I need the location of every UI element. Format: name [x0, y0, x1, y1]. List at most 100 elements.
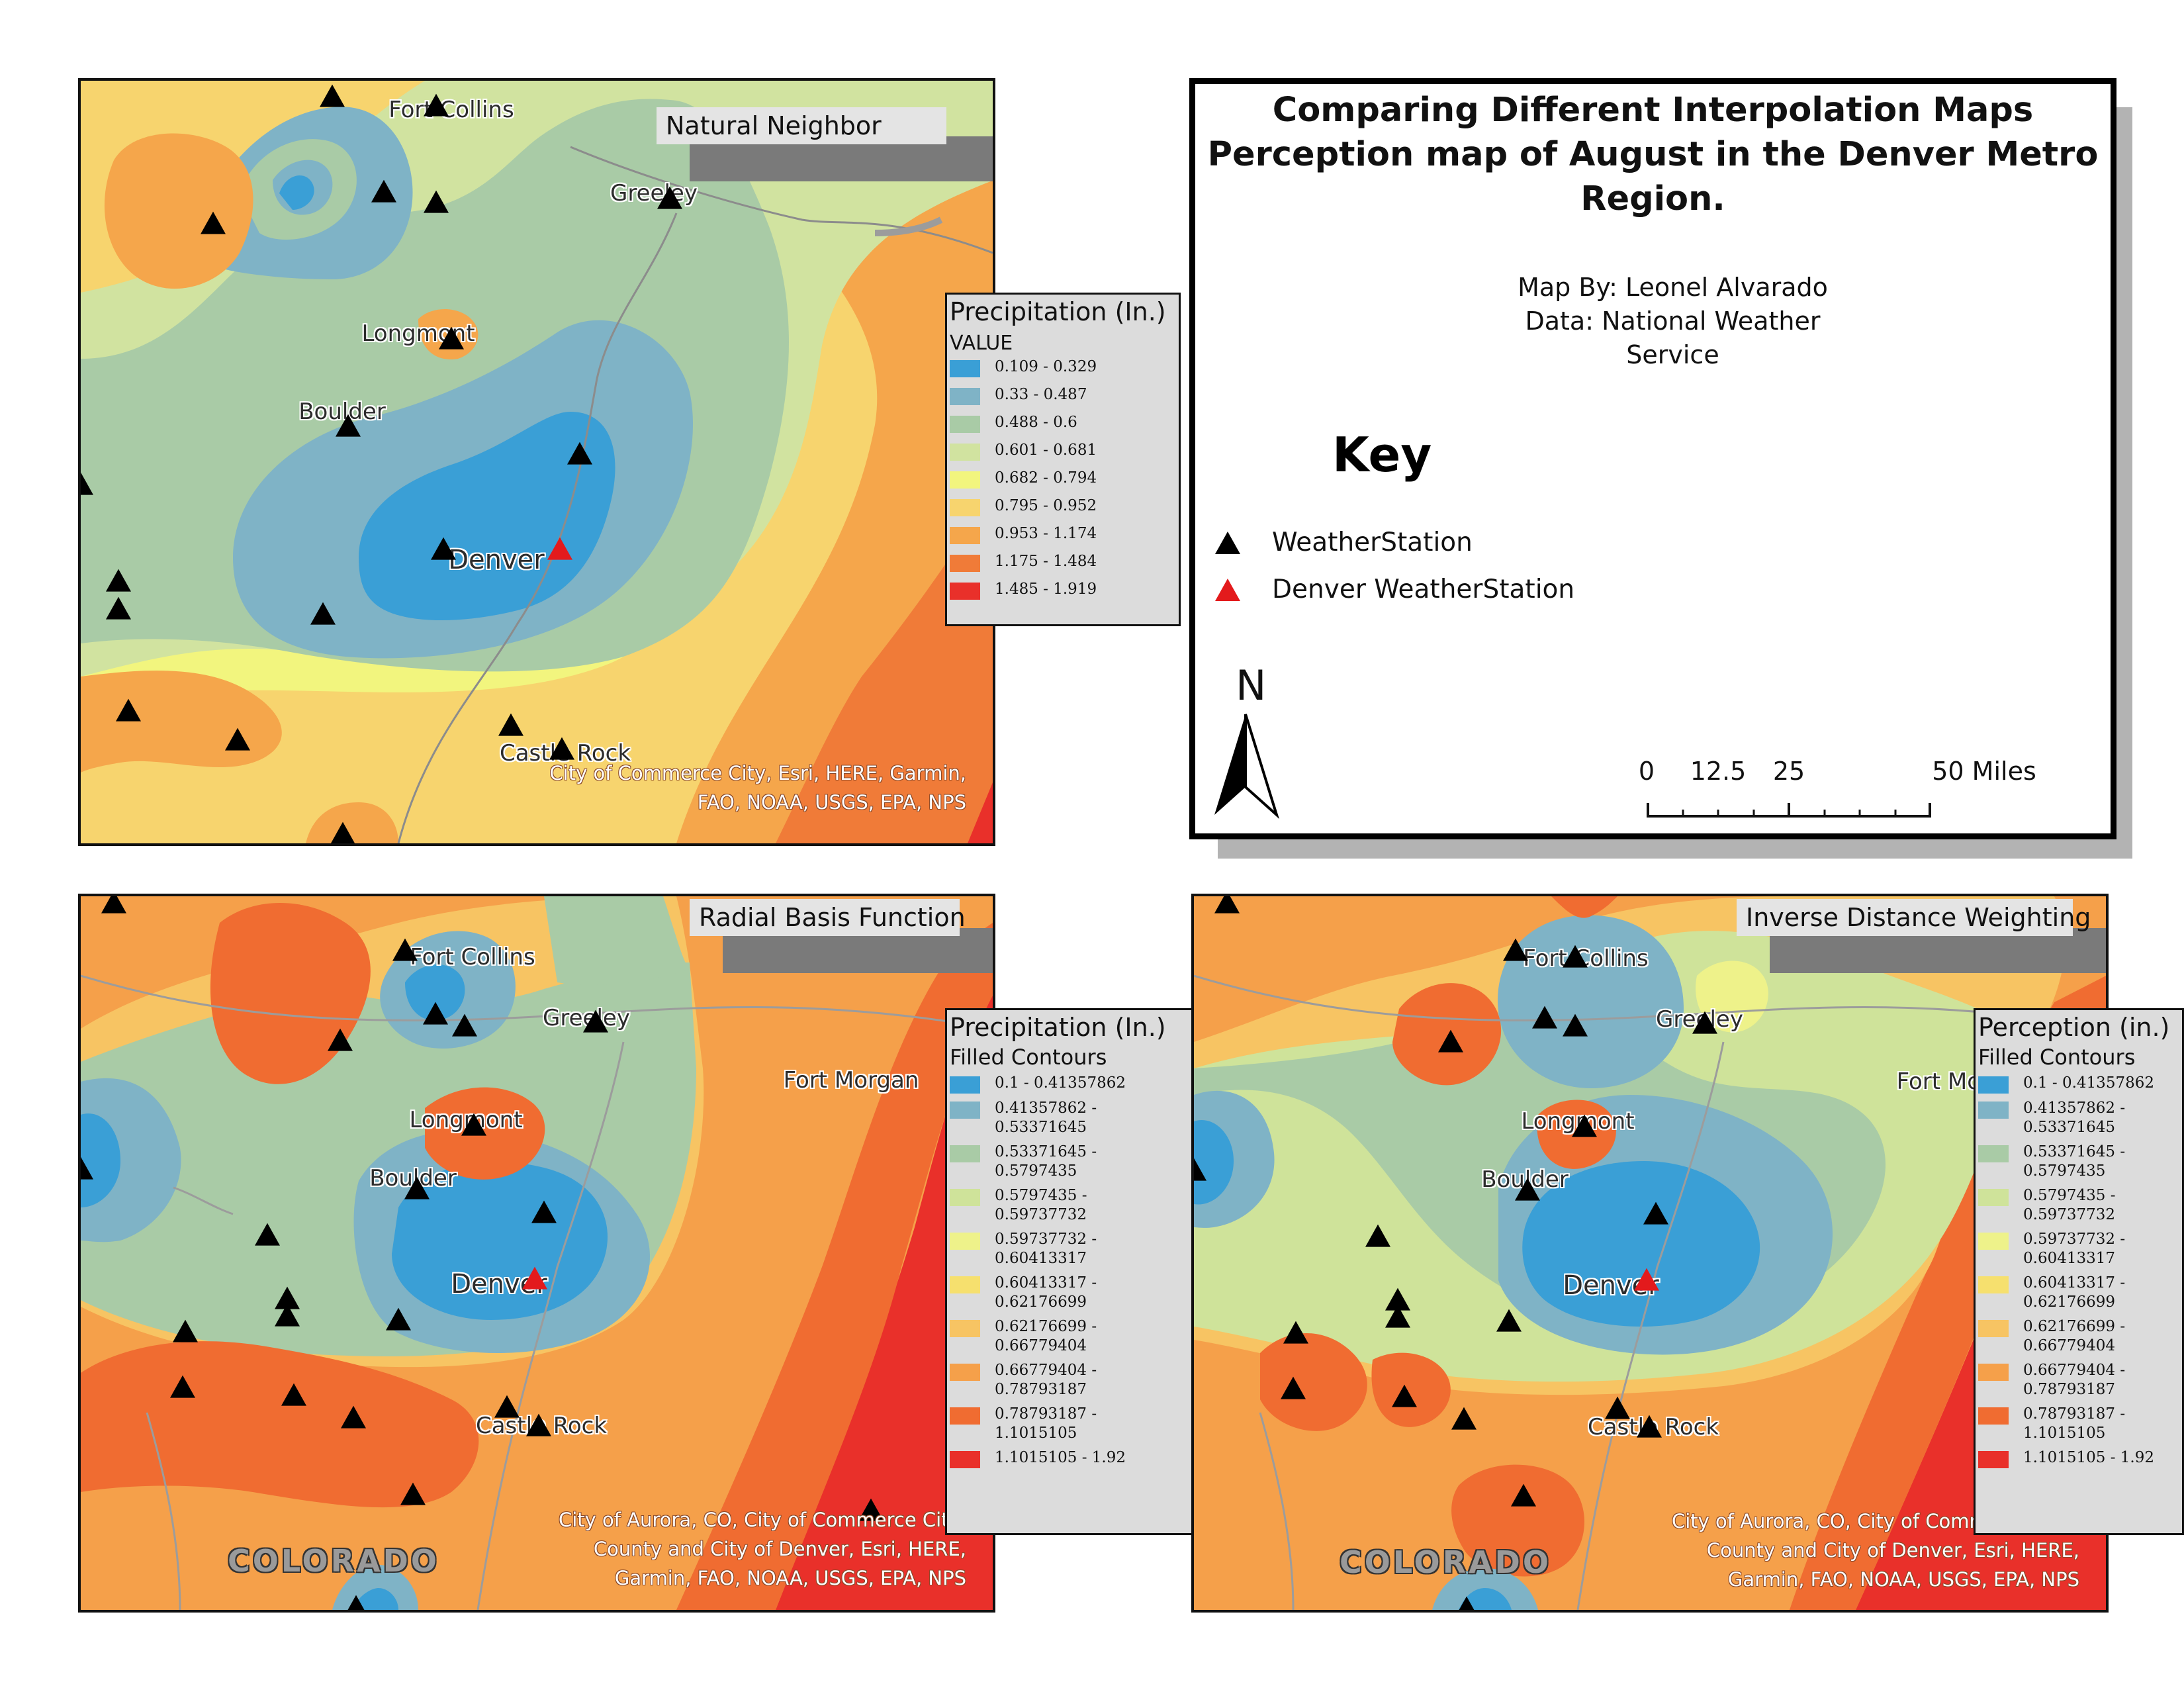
weather-station-icon[interactable] — [1194, 1158, 1206, 1181]
map-title: Natural Neighbor — [657, 107, 946, 144]
denver-weather-station-icon[interactable] — [1634, 1268, 1659, 1291]
weather-station-icon[interactable] — [170, 1375, 195, 1398]
weather-station-icon[interactable] — [1563, 1013, 1588, 1037]
weather-station-icon[interactable] — [81, 472, 93, 495]
weather-station-icon[interactable] — [1454, 1596, 1479, 1610]
legend-swatch — [1978, 1451, 2009, 1468]
legend-item: 0.1 - 0.41357862 — [947, 1074, 1192, 1094]
weather-station-icon[interactable] — [567, 442, 592, 465]
legend-swatch — [950, 527, 980, 544]
weather-station-icon[interactable] — [583, 1009, 608, 1033]
legend-swatch — [950, 444, 980, 461]
weather-station-icon[interactable] — [1451, 1407, 1477, 1430]
weather-station-icon[interactable] — [106, 569, 131, 592]
legend-item: 0.5797435 - 0.59737732 — [1976, 1186, 2182, 1225]
weather-station-icon[interactable] — [549, 737, 574, 760]
natural-neighbor-legend: Precipitation (In.) VALUE 0.109 - 0.329 … — [945, 293, 1181, 626]
weather-station-icon[interactable] — [526, 1413, 551, 1436]
weather-station-icon[interactable] — [1637, 1415, 1662, 1438]
weather-station-icon[interactable] — [494, 1395, 520, 1418]
weather-station-icon[interactable] — [328, 1028, 353, 1051]
key-item-denver-weather-station: Denver WeatherStation — [1215, 575, 1574, 604]
weather-station-icon[interactable] — [1281, 1376, 1306, 1399]
weather-station-icon[interactable] — [1692, 1011, 1717, 1034]
weather-station-icon[interactable] — [439, 326, 464, 350]
weather-station-icon[interactable] — [173, 1319, 198, 1342]
weather-station-icon[interactable] — [81, 1156, 93, 1180]
scale-label: 25 — [1772, 757, 1805, 786]
key-title: Key — [1332, 427, 1432, 483]
weather-station-icon[interactable] — [1572, 1114, 1597, 1137]
inverse-distance-weighting-map[interactable]: Inverse Distance Weighting Fort Collins … — [1191, 894, 2109, 1613]
weather-station-icon[interactable] — [392, 938, 418, 961]
weather-station-icon[interactable] — [275, 1303, 300, 1327]
weather-station-icon[interactable] — [341, 1405, 366, 1429]
weather-station-icon[interactable] — [1605, 1396, 1630, 1419]
weather-station-icon[interactable] — [116, 698, 141, 722]
legend-label: 0.78793187 - 1.1015105 — [995, 1405, 1097, 1442]
weather-station-icon[interactable] — [1214, 896, 1240, 914]
legend-swatch — [950, 360, 980, 377]
weather-station-icon[interactable] — [423, 1002, 448, 1025]
weather-station-icon[interactable] — [336, 414, 361, 437]
weather-station-icon[interactable] — [1283, 1321, 1308, 1344]
weather-station-icon[interactable] — [461, 1113, 486, 1136]
weather-station-icon[interactable] — [225, 727, 250, 751]
weather-station-icon[interactable] — [1515, 1178, 1540, 1201]
weather-station-icon[interactable] — [424, 93, 449, 117]
weather-station-icon[interactable] — [1511, 1483, 1536, 1507]
weather-station-icon[interactable] — [424, 190, 449, 213]
denver-weather-station-icon[interactable] — [522, 1266, 547, 1289]
key-label: Denver WeatherStation — [1272, 575, 1575, 604]
map-title: Radial Basis Function — [690, 899, 966, 936]
weather-station-icon[interactable] — [201, 211, 226, 234]
weather-station-icon[interactable] — [255, 1223, 280, 1246]
legend-label: 0.53371645 - 0.5797435 — [995, 1143, 1097, 1180]
weather-station-icon[interactable] — [281, 1383, 306, 1406]
weather-station-icon[interactable] — [531, 1200, 557, 1223]
city-label-fort-morgan: Fort Morgan — [783, 1067, 919, 1094]
weather-station-icon[interactable] — [1385, 1305, 1410, 1328]
data-source-line: Data: National Weather — [1525, 306, 1821, 336]
weather-station-icon[interactable] — [452, 1013, 477, 1037]
legend-swatch — [950, 471, 980, 489]
weather-station-icon[interactable] — [498, 713, 523, 736]
legend-swatch — [950, 388, 980, 405]
legend-label: 0.60413317 - 0.62176699 — [2023, 1274, 2126, 1311]
legend-item: 0.795 - 0.952 — [947, 496, 1179, 516]
weather-station-icon[interactable] — [1503, 938, 1528, 961]
weather-station-icon[interactable] — [371, 179, 396, 203]
legend-item: 0.488 - 0.6 — [947, 413, 1179, 433]
weather-station-icon[interactable] — [1438, 1029, 1463, 1053]
legend-label: 0.59737732 - 0.60413317 — [2023, 1231, 2126, 1267]
legend-item: 0.78793187 - 1.1015105 — [947, 1405, 1192, 1443]
legend-title: Precipitation (In.) — [950, 297, 1166, 326]
legend-swatch — [950, 1189, 980, 1206]
weather-station-icon[interactable] — [431, 537, 456, 560]
weather-station-icon[interactable] — [400, 1482, 426, 1505]
scale-label: 12.5 — [1690, 757, 1747, 786]
weather-station-icon[interactable] — [1392, 1384, 1417, 1407]
legend-swatch — [950, 1451, 980, 1468]
weather-station-icon[interactable] — [1643, 1201, 1668, 1225]
natural-neighbor-map[interactable]: Natural Neighbor Fort Collins Greeley Lo… — [78, 78, 995, 846]
weather-station-icon[interactable] — [1496, 1309, 1522, 1332]
weather-station-icon[interactable] — [1532, 1006, 1557, 1029]
weather-station-icon[interactable] — [330, 821, 355, 843]
legend-label: 0.41357862 - 0.53371645 — [995, 1100, 1097, 1136]
weather-station-icon[interactable] — [320, 84, 345, 107]
weather-station-icon[interactable] — [386, 1307, 411, 1331]
weather-station-icon[interactable] — [1365, 1224, 1390, 1247]
weather-station-icon[interactable] — [657, 186, 682, 209]
north-arrow-icon — [1214, 714, 1280, 820]
weather-station-icon[interactable] — [101, 896, 126, 914]
weather-station-icon[interactable] — [106, 596, 131, 620]
radial-basis-function-map[interactable]: Radial Basis Function Fort Collins Greel… — [78, 894, 995, 1613]
weather-station-icon[interactable] — [310, 602, 336, 625]
weather-station-icon[interactable] — [858, 1498, 884, 1521]
weather-station-icon[interactable] — [404, 1176, 430, 1199]
legend-subtitle: Filled Contours — [1978, 1045, 2136, 1070]
denver-weather-station-icon[interactable] — [547, 537, 572, 560]
weather-station-icon[interactable] — [343, 1595, 369, 1610]
weather-station-icon[interactable] — [1563, 945, 1588, 968]
